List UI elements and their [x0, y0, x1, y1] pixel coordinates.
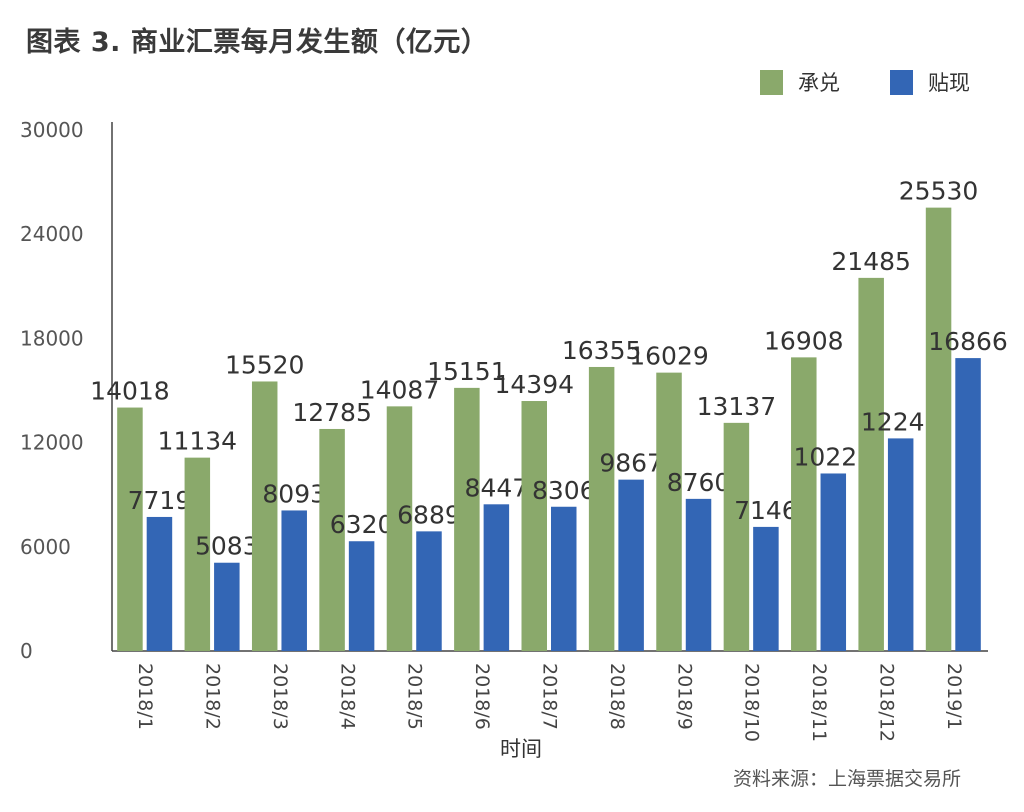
bar-acceptance — [386, 406, 413, 651]
y-tick-label: 6000 — [20, 535, 71, 559]
data-label: 16355 — [562, 336, 642, 365]
legend-swatch — [760, 70, 783, 95]
bar-discount — [753, 526, 779, 651]
bar-acceptance — [251, 381, 278, 651]
x-tick-label: 2018/5 — [404, 663, 426, 730]
y-tick-label: 12000 — [20, 431, 84, 455]
bar-discount — [887, 438, 914, 651]
bar-acceptance — [656, 372, 682, 651]
data-label: 16029 — [629, 342, 709, 371]
bar-discount — [618, 479, 644, 651]
data-label: 6320 — [330, 510, 394, 539]
bar-discount — [955, 358, 981, 651]
data-label: 12785 — [292, 398, 372, 427]
bar-acceptance — [184, 457, 211, 651]
data-label: 16908 — [764, 326, 844, 355]
x-tick-label: 2018/8 — [606, 663, 628, 730]
data-label: 15151 — [427, 357, 507, 386]
bar-discount — [214, 562, 240, 651]
bar-acceptance — [319, 428, 345, 651]
bar-acceptance — [588, 366, 615, 651]
data-label: 14087 — [360, 375, 440, 404]
bar-discount — [281, 510, 307, 651]
data-label: 11134 — [158, 427, 238, 456]
bar-acceptance — [723, 422, 750, 651]
data-label: 7146 — [734, 496, 798, 525]
data-label: 25530 — [899, 177, 979, 206]
x-tick-label: 2018/6 — [471, 663, 493, 730]
data-label: 21485 — [831, 247, 911, 276]
bar-discount — [146, 516, 173, 651]
x-tick-label: 2018/12 — [875, 663, 897, 742]
legend-swatch — [890, 70, 913, 95]
bar-acceptance — [454, 387, 480, 651]
y-tick-label: 18000 — [20, 326, 84, 350]
bar-acceptance — [117, 407, 143, 651]
bar-discount — [685, 498, 712, 651]
x-tick-label: 2018/4 — [336, 663, 358, 730]
legend-label: 贴现 — [928, 71, 970, 95]
x-axis-title: 时间 — [500, 737, 542, 761]
source-note: 资料来源：上海票据交易所 — [733, 768, 962, 790]
y-tick-label: 30000 — [20, 118, 84, 142]
chart-title: 图表 3. 商业汇票每月发生额（亿元） — [26, 27, 489, 58]
x-tick-label: 2019/1 — [943, 663, 965, 730]
x-tick-label: 2018/11 — [808, 663, 830, 742]
bar-discount — [348, 541, 375, 651]
legend-label: 承兑 — [798, 71, 840, 95]
data-label: 8447 — [465, 473, 529, 502]
data-label: 14394 — [494, 370, 574, 399]
bar-discount — [483, 504, 510, 651]
data-label: 14018 — [90, 377, 170, 406]
bar-acceptance — [521, 401, 547, 651]
data-label: 7719 — [128, 486, 192, 515]
bar-acceptance — [858, 277, 884, 651]
y-tick-label: 0 — [20, 639, 33, 663]
x-tick-label: 2018/10 — [741, 663, 763, 742]
bar-discount — [551, 506, 577, 651]
data-label: 9867 — [599, 449, 663, 478]
x-tick-label: 2018/3 — [269, 663, 291, 730]
y-tick-label: 24000 — [20, 222, 84, 246]
bar-discount — [416, 531, 442, 651]
data-label: 8760 — [667, 468, 731, 497]
bar-discount — [820, 473, 847, 651]
data-label: 13137 — [697, 392, 777, 421]
bar-acceptance — [925, 207, 952, 651]
x-tick-label: 2018/7 — [539, 663, 561, 730]
data-label: 5083 — [195, 532, 259, 561]
x-tick-label: 2018/2 — [202, 663, 224, 730]
data-label: 6889 — [397, 500, 461, 529]
data-label: 16866 — [928, 327, 1008, 356]
x-tick-label: 2018/1 — [134, 663, 156, 730]
x-tick-label: 2018/9 — [673, 663, 695, 730]
data-label: 8306 — [532, 476, 596, 505]
data-label: 8093 — [262, 479, 326, 508]
data-label: 15520 — [225, 350, 305, 379]
bar-acceptance — [791, 357, 817, 651]
